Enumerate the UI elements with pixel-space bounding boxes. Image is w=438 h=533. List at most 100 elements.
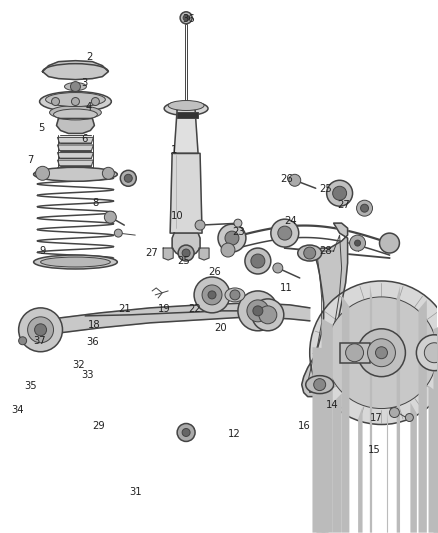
Text: 15: 15 [367, 445, 380, 455]
Text: 28: 28 [319, 246, 332, 255]
Text: 27: 27 [145, 248, 158, 258]
Ellipse shape [164, 101, 208, 116]
Circle shape [19, 337, 27, 345]
Circle shape [289, 174, 301, 186]
Circle shape [114, 229, 122, 237]
Circle shape [52, 98, 60, 106]
Circle shape [424, 343, 438, 362]
Circle shape [252, 299, 284, 331]
Text: 26: 26 [280, 174, 293, 184]
Text: 25: 25 [177, 256, 190, 266]
Circle shape [180, 12, 192, 24]
Circle shape [304, 247, 316, 259]
Circle shape [389, 408, 399, 417]
Circle shape [326, 297, 437, 409]
Circle shape [230, 290, 240, 300]
Text: 1: 1 [171, 144, 177, 155]
Polygon shape [57, 145, 93, 150]
Text: 2: 2 [86, 52, 92, 62]
Circle shape [208, 291, 216, 299]
Ellipse shape [168, 101, 204, 110]
Circle shape [247, 300, 269, 322]
Text: 22: 22 [188, 304, 201, 314]
Polygon shape [172, 233, 200, 255]
Ellipse shape [225, 288, 245, 302]
Text: 27: 27 [337, 200, 350, 211]
Text: 10: 10 [171, 211, 184, 221]
Ellipse shape [39, 92, 111, 111]
Circle shape [102, 167, 114, 179]
Circle shape [218, 224, 246, 252]
Text: 26: 26 [208, 267, 221, 277]
Text: 16: 16 [297, 421, 311, 431]
Circle shape [278, 226, 292, 240]
Polygon shape [57, 160, 93, 166]
Ellipse shape [53, 109, 97, 120]
Circle shape [355, 240, 360, 246]
Text: 17: 17 [370, 413, 382, 423]
Circle shape [19, 308, 63, 352]
Text: 29: 29 [92, 421, 105, 431]
Ellipse shape [46, 93, 106, 107]
Circle shape [332, 186, 346, 200]
Polygon shape [302, 223, 348, 397]
Circle shape [120, 171, 136, 186]
Circle shape [357, 200, 372, 216]
Text: 21: 21 [119, 304, 131, 314]
Circle shape [183, 15, 189, 21]
Text: 7: 7 [27, 155, 33, 165]
Circle shape [225, 231, 239, 245]
Ellipse shape [298, 245, 321, 261]
Circle shape [245, 248, 271, 274]
Text: 25: 25 [319, 184, 332, 195]
Text: 8: 8 [92, 198, 99, 208]
Ellipse shape [34, 255, 117, 269]
Text: 9: 9 [39, 246, 46, 255]
Text: 24: 24 [285, 216, 297, 227]
Circle shape [417, 335, 438, 370]
Polygon shape [199, 248, 209, 260]
Text: 20: 20 [215, 322, 227, 333]
Polygon shape [57, 138, 93, 143]
Polygon shape [42, 61, 108, 79]
Text: 5: 5 [38, 123, 44, 133]
Circle shape [375, 347, 388, 359]
Circle shape [177, 424, 195, 441]
Text: 36: 36 [86, 337, 99, 347]
Text: 6: 6 [81, 134, 88, 144]
Circle shape [92, 98, 99, 106]
Text: 37: 37 [33, 336, 46, 346]
Text: 33: 33 [81, 370, 94, 381]
Polygon shape [174, 109, 198, 154]
Text: 31: 31 [130, 487, 142, 497]
Circle shape [251, 254, 265, 268]
Text: 14: 14 [326, 400, 339, 410]
Circle shape [271, 219, 299, 247]
Circle shape [367, 339, 396, 367]
Circle shape [357, 329, 406, 377]
Polygon shape [57, 168, 93, 173]
Circle shape [71, 98, 79, 106]
Bar [339, 343, 370, 362]
Circle shape [178, 245, 194, 261]
Circle shape [104, 211, 117, 223]
Circle shape [202, 285, 222, 305]
Polygon shape [57, 152, 93, 158]
Text: 34: 34 [12, 405, 24, 415]
Polygon shape [39, 303, 310, 337]
Circle shape [360, 204, 368, 212]
Text: 12: 12 [228, 429, 240, 439]
Ellipse shape [34, 167, 117, 181]
Circle shape [221, 243, 235, 257]
Circle shape [310, 281, 438, 424]
Ellipse shape [306, 376, 334, 393]
Circle shape [253, 306, 263, 316]
Text: 35: 35 [25, 381, 37, 391]
Circle shape [35, 324, 46, 336]
Circle shape [327, 180, 353, 206]
Circle shape [71, 82, 81, 92]
Text: 23: 23 [232, 227, 245, 237]
Text: 36: 36 [182, 14, 194, 25]
Circle shape [234, 219, 242, 227]
Polygon shape [57, 118, 95, 133]
